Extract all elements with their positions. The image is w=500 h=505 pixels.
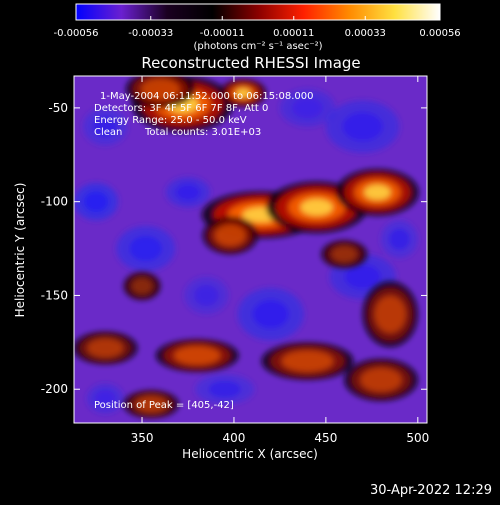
y-axis-ticks: -50 -100 -150 -200 bbox=[41, 101, 427, 396]
colorbar-unit-label: (photons cm⁻² s⁻¹ asec⁻²) bbox=[193, 41, 322, 52]
emission-mid bbox=[174, 346, 221, 365]
colorbar-tick-label: -0.00011 bbox=[200, 28, 245, 39]
x-tick-label: 450 bbox=[314, 431, 337, 445]
colorbar-tick-label: -0.00056 bbox=[54, 28, 99, 39]
x-axis-ticks: 350 400 450 500 bbox=[131, 76, 429, 445]
colorbar: -0.00056 -0.00033 -0.00011 0.00011 0.00033 0.… bbox=[54, 3, 461, 52]
negative-emission-core bbox=[83, 191, 109, 212]
colorbar-tick-label: 0.00033 bbox=[345, 28, 386, 39]
colorbar-gradient bbox=[75, 3, 441, 21]
negative-emission-core bbox=[95, 390, 116, 407]
y-tick-label: -150 bbox=[41, 288, 68, 302]
negative-emission-core bbox=[129, 236, 162, 261]
negative-emission-core bbox=[342, 112, 383, 142]
x-tick-label: 500 bbox=[406, 431, 429, 445]
negative-emission-core bbox=[389, 228, 410, 250]
negative-emission-core bbox=[252, 299, 289, 329]
chart-title: Reconstructed RHESSI Image bbox=[141, 54, 360, 72]
negative-emission-core bbox=[93, 116, 118, 137]
emission-mid bbox=[214, 224, 246, 246]
emission-mid bbox=[135, 396, 167, 413]
negative-emission-layer bbox=[74, 89, 418, 414]
annotation-energy-range: Energy Range: 25.0 - 50.0 keV bbox=[94, 115, 247, 126]
x-tick-label: 400 bbox=[223, 431, 246, 445]
emission-mid bbox=[141, 78, 180, 100]
negative-emission-core bbox=[175, 184, 201, 201]
emission-mid bbox=[87, 338, 124, 358]
y-tick-label: -100 bbox=[41, 195, 68, 209]
heatmap-image bbox=[73, 75, 428, 424]
emission-core bbox=[364, 184, 391, 200]
negative-emission-core bbox=[292, 97, 323, 119]
colorbar-tick-label: -0.00033 bbox=[128, 28, 173, 39]
emission-mid bbox=[374, 295, 406, 333]
plot-frame bbox=[73, 75, 428, 424]
y-tick-label: -200 bbox=[41, 382, 68, 396]
colorbar-tick-label: 0.00056 bbox=[419, 28, 460, 39]
emission-mid bbox=[131, 278, 153, 294]
annotation-detectors: Detectors: 3F 4F 5F 6F 7F 8F, Att 0 bbox=[94, 103, 268, 114]
annotation-time-range: 1-May-2004 06:11:52.000 to 06:15:08.000 bbox=[100, 91, 313, 102]
annotation-peak-position: Position of Peak = [405,-42] bbox=[94, 400, 234, 411]
y-tick-label: -50 bbox=[48, 101, 68, 115]
x-tick-label: 350 bbox=[131, 431, 154, 445]
annotation-clean: Clean bbox=[94, 127, 122, 138]
positive-emission-layer bbox=[74, 76, 419, 419]
negative-emission-core bbox=[194, 285, 219, 306]
timestamp: 30-Apr-2022 12:29 bbox=[370, 483, 492, 498]
colorbar-ticks: -0.00056 -0.00033 -0.00011 0.00011 0.00033 0.… bbox=[54, 16, 461, 39]
emission-mid bbox=[331, 246, 358, 263]
y-axis-label: Heliocentric Y (arcsec) bbox=[13, 183, 27, 318]
emission-mid bbox=[281, 350, 334, 372]
annotations: 1-May-2004 06:11:52.000 to 06:15:08.000 … bbox=[94, 91, 313, 411]
x-axis-label: Heliocentric X (arcsec) bbox=[182, 447, 318, 461]
negative-emission-core bbox=[344, 264, 381, 290]
emission-mid bbox=[360, 368, 402, 392]
negative-emission-core bbox=[208, 380, 241, 398]
annotation-total-counts: Total counts: 3.01E+03 bbox=[144, 127, 261, 138]
colorbar-tick-label: 0.00011 bbox=[273, 28, 314, 39]
emission-core bbox=[300, 199, 333, 216]
emission-core bbox=[235, 88, 251, 98]
